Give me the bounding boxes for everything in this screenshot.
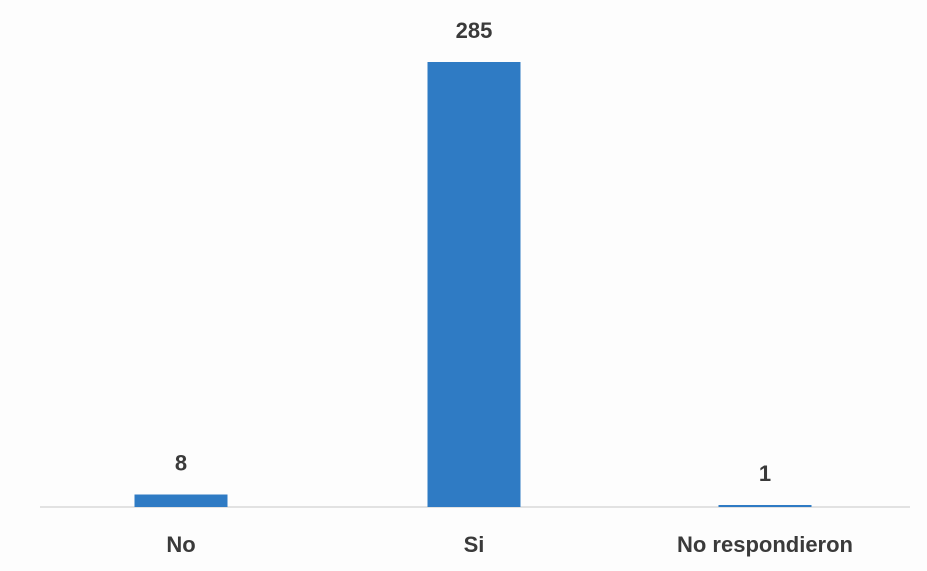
- value-labels-layer: 8 285 1: [175, 18, 771, 486]
- data-label-si: 285: [456, 18, 493, 43]
- category-label-si: Si: [464, 532, 485, 557]
- bar-no-respondieron: [718, 505, 812, 507]
- category-labels-layer: No Si No respondieron: [166, 532, 853, 557]
- bar-si: [427, 62, 521, 507]
- data-label-no: 8: [175, 451, 187, 476]
- data-label-no-respondieron: 1: [759, 461, 771, 486]
- category-label-no: No: [166, 532, 195, 557]
- category-label-no-respondieron: No respondieron: [677, 532, 853, 557]
- bar-no: [134, 494, 228, 507]
- bars-layer: [134, 62, 812, 507]
